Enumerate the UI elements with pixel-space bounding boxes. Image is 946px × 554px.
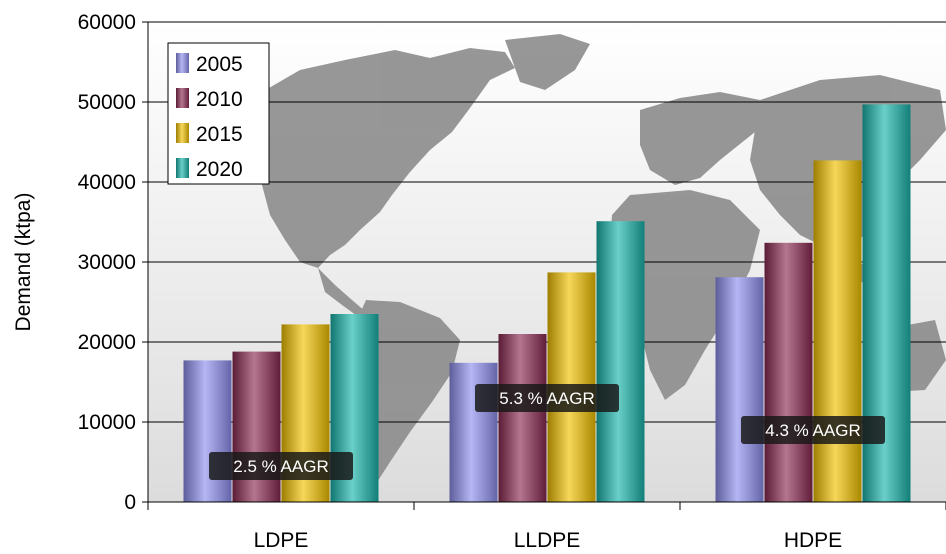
legend-label-2005: 2005 xyxy=(196,53,243,76)
legend-label-2015: 2015 xyxy=(196,123,243,146)
aagr-label-box xyxy=(741,416,885,444)
x-tick-label-ldpe: LDPE xyxy=(254,529,309,552)
annotations: 2.5 % AAGR 5.3 % AAGR 4.3 % AAGR xyxy=(209,384,885,480)
axes xyxy=(142,21,946,510)
x-tick-label-lldpe: LLDPE xyxy=(514,529,581,552)
y-tick-label: 60000 xyxy=(78,11,136,34)
legend-label-2020: 2020 xyxy=(196,158,243,181)
aagr-label-text: 2.5 % AAGR xyxy=(233,457,328,476)
y-tick-label: 30000 xyxy=(78,251,136,274)
aagr-label-box xyxy=(475,384,619,412)
gridlines xyxy=(148,21,946,423)
y-tick-label: 10000 xyxy=(78,411,136,434)
aagr-label: 2.5 % AAGR xyxy=(209,452,353,480)
legend-label-2010: 2010 xyxy=(196,88,243,111)
bar-lldpe-2020 xyxy=(596,221,645,502)
aagr-label-text: 4.3 % AAGR xyxy=(765,421,860,440)
y-tick-label: 0 xyxy=(124,491,136,514)
legend-swatch-2005 xyxy=(176,53,189,73)
bar-lldpe-2005 xyxy=(449,362,498,502)
bar-ldpe-2005 xyxy=(183,360,232,502)
bar-hdpe-2005 xyxy=(715,277,764,502)
y-tick-label: 40000 xyxy=(78,171,136,194)
legend-swatch-2015 xyxy=(176,123,189,143)
aagr-label-box xyxy=(209,452,353,480)
bar-hdpe-2010 xyxy=(764,242,813,503)
tick-labels: 0 10000 20000 30000 40000 50000 60000 LDPE LLDPE… xyxy=(78,11,843,552)
y-axis-title: Demand (ktpa) xyxy=(12,193,35,332)
legend: 2005 2010 2015 2020 xyxy=(167,42,270,185)
y-tick-label: 50000 xyxy=(78,91,136,114)
aagr-label: 5.3 % AAGR xyxy=(475,384,619,412)
legend-swatch-2020 xyxy=(176,158,189,178)
legend-swatch-2010 xyxy=(176,88,189,108)
bar-lldpe-2010 xyxy=(498,334,547,502)
x-tick-label-hdpe: HDPE xyxy=(784,529,842,552)
aagr-label-text: 5.3 % AAGR xyxy=(499,389,594,408)
bar-hdpe-2015 xyxy=(813,160,862,502)
y-tick-label: 20000 xyxy=(78,331,136,354)
aagr-label: 4.3 % AAGR xyxy=(741,416,885,444)
